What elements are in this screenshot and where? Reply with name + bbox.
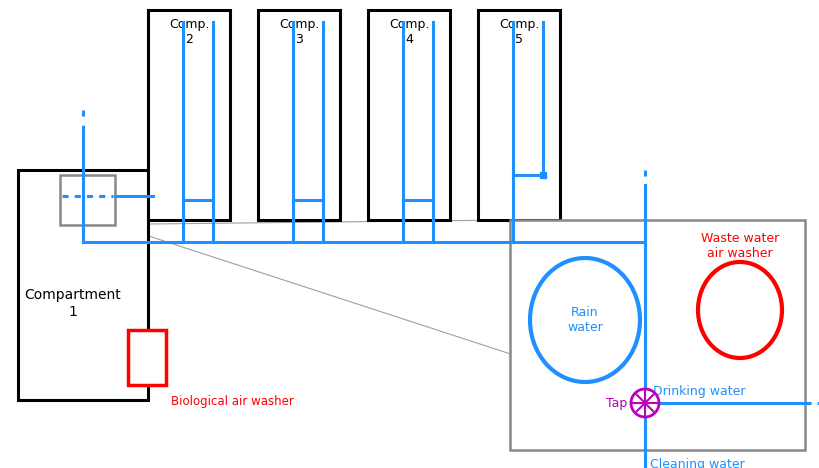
Bar (60, 175, 115, 225)
Bar (128, 330, 165, 385)
Text: Tap: Tap (605, 396, 627, 410)
Bar (18, 170, 147, 400)
Text: Comp.
5: Comp. 5 (498, 18, 539, 46)
Text: Compartment
1: Compartment 1 (25, 288, 121, 319)
Text: Waste water
air washer: Waste water air washer (700, 232, 778, 260)
Text: Rain
water: Rain water (567, 306, 602, 334)
Text: Drinking water: Drinking water (652, 385, 744, 398)
Bar (147, 10, 229, 220)
Text: Biological air washer: Biological air washer (171, 395, 293, 408)
Text: Cleaning water: Cleaning water (649, 458, 744, 468)
Ellipse shape (529, 258, 639, 382)
Bar (368, 10, 450, 220)
Text: Comp.
3: Comp. 3 (278, 18, 319, 46)
Bar (477, 10, 559, 220)
Text: Comp.
2: Comp. 2 (169, 18, 209, 46)
Text: Comp.
4: Comp. 4 (388, 18, 428, 46)
Bar (258, 10, 340, 220)
Bar (509, 220, 804, 450)
Circle shape (631, 389, 658, 417)
Ellipse shape (697, 262, 781, 358)
